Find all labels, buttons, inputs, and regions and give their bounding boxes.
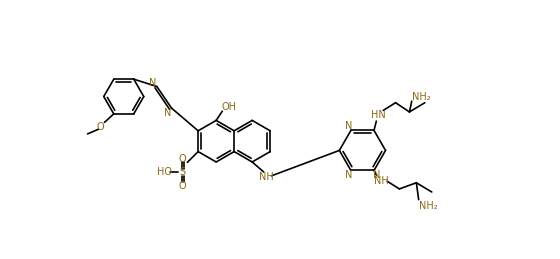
Text: NH₂: NH₂: [412, 91, 431, 102]
Text: O: O: [179, 181, 186, 191]
Text: OH: OH: [222, 102, 237, 112]
Text: NH: NH: [374, 176, 389, 186]
Text: S: S: [179, 167, 185, 177]
Text: NH₂: NH₂: [419, 201, 438, 211]
Text: N: N: [344, 170, 352, 180]
Text: N: N: [344, 121, 352, 131]
Text: HO: HO: [157, 167, 172, 177]
Text: N: N: [164, 108, 171, 118]
Text: N: N: [373, 170, 380, 180]
Text: HN: HN: [371, 110, 386, 120]
Text: NH: NH: [259, 172, 273, 182]
Text: O: O: [179, 154, 186, 163]
Text: N: N: [150, 78, 157, 88]
Text: O: O: [97, 122, 105, 132]
